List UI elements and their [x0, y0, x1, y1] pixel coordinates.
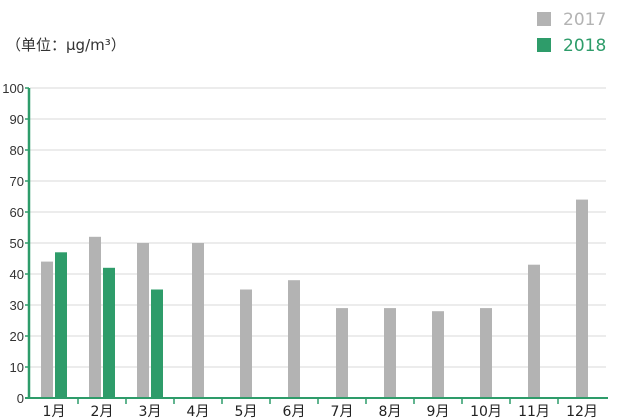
bar-2017 — [480, 308, 492, 398]
y-tick-label: 60 — [10, 205, 24, 220]
x-tick-label: 1月 — [43, 404, 66, 420]
bars — [41, 199, 588, 398]
y-tick-label: 80 — [10, 143, 24, 158]
legend-label: 2017 — [563, 10, 606, 30]
y-tick-label: 70 — [10, 174, 24, 189]
bar-2018 — [103, 267, 115, 398]
x-tick-label: 2月 — [91, 404, 114, 420]
bar-2018 — [151, 289, 163, 398]
x-tick-label: 9月 — [427, 404, 450, 420]
y-tick-label: 90 — [10, 112, 24, 127]
bar-2017 — [41, 261, 53, 398]
legend-swatch — [537, 38, 551, 52]
bar-2017 — [89, 236, 101, 398]
legend-label: 2018 — [563, 36, 606, 56]
bar-2017 — [240, 289, 252, 398]
x-tick-label: 10月 — [470, 404, 502, 420]
bar-2017 — [288, 280, 300, 398]
y-tick-label: 30 — [10, 298, 24, 313]
y-tick-label: 10 — [10, 360, 24, 375]
x-tick-label: 12月 — [566, 404, 598, 420]
bar-2017 — [528, 264, 540, 398]
unit-note: （单位：μg/m³） — [6, 36, 126, 54]
y-tick-label: 40 — [10, 267, 24, 282]
x-tick-label: 3月 — [139, 404, 162, 420]
legend-swatch — [537, 12, 551, 26]
bar-2017 — [336, 308, 348, 398]
x-tick-label: 4月 — [187, 404, 210, 420]
bar-2017 — [432, 311, 444, 398]
axes: 0 10 20 30 40 50 60 70 80 90 100 1月 2月 3月 4月 5月 6月 7月 8月 9月… — [2, 81, 608, 420]
y-tick-label: 0 — [17, 391, 24, 406]
y-tick-label: 100 — [2, 81, 24, 96]
x-tick-label: 6月 — [283, 404, 306, 420]
y-tick-label: 50 — [10, 236, 24, 251]
x-tick-label: 7月 — [331, 404, 354, 420]
x-tick-label: 8月 — [379, 404, 402, 420]
bar-2017 — [384, 308, 396, 398]
bar-2017 — [192, 243, 204, 398]
bar-2017 — [576, 199, 588, 398]
y-tick-label: 20 — [10, 329, 24, 344]
gridlines — [30, 87, 606, 368]
legend: 2017 2018 — [537, 10, 606, 56]
bar-2018 — [55, 252, 67, 398]
bar-2017 — [137, 243, 149, 398]
x-tick-label: 11月 — [518, 404, 550, 420]
x-tick-label: 5月 — [235, 404, 258, 420]
